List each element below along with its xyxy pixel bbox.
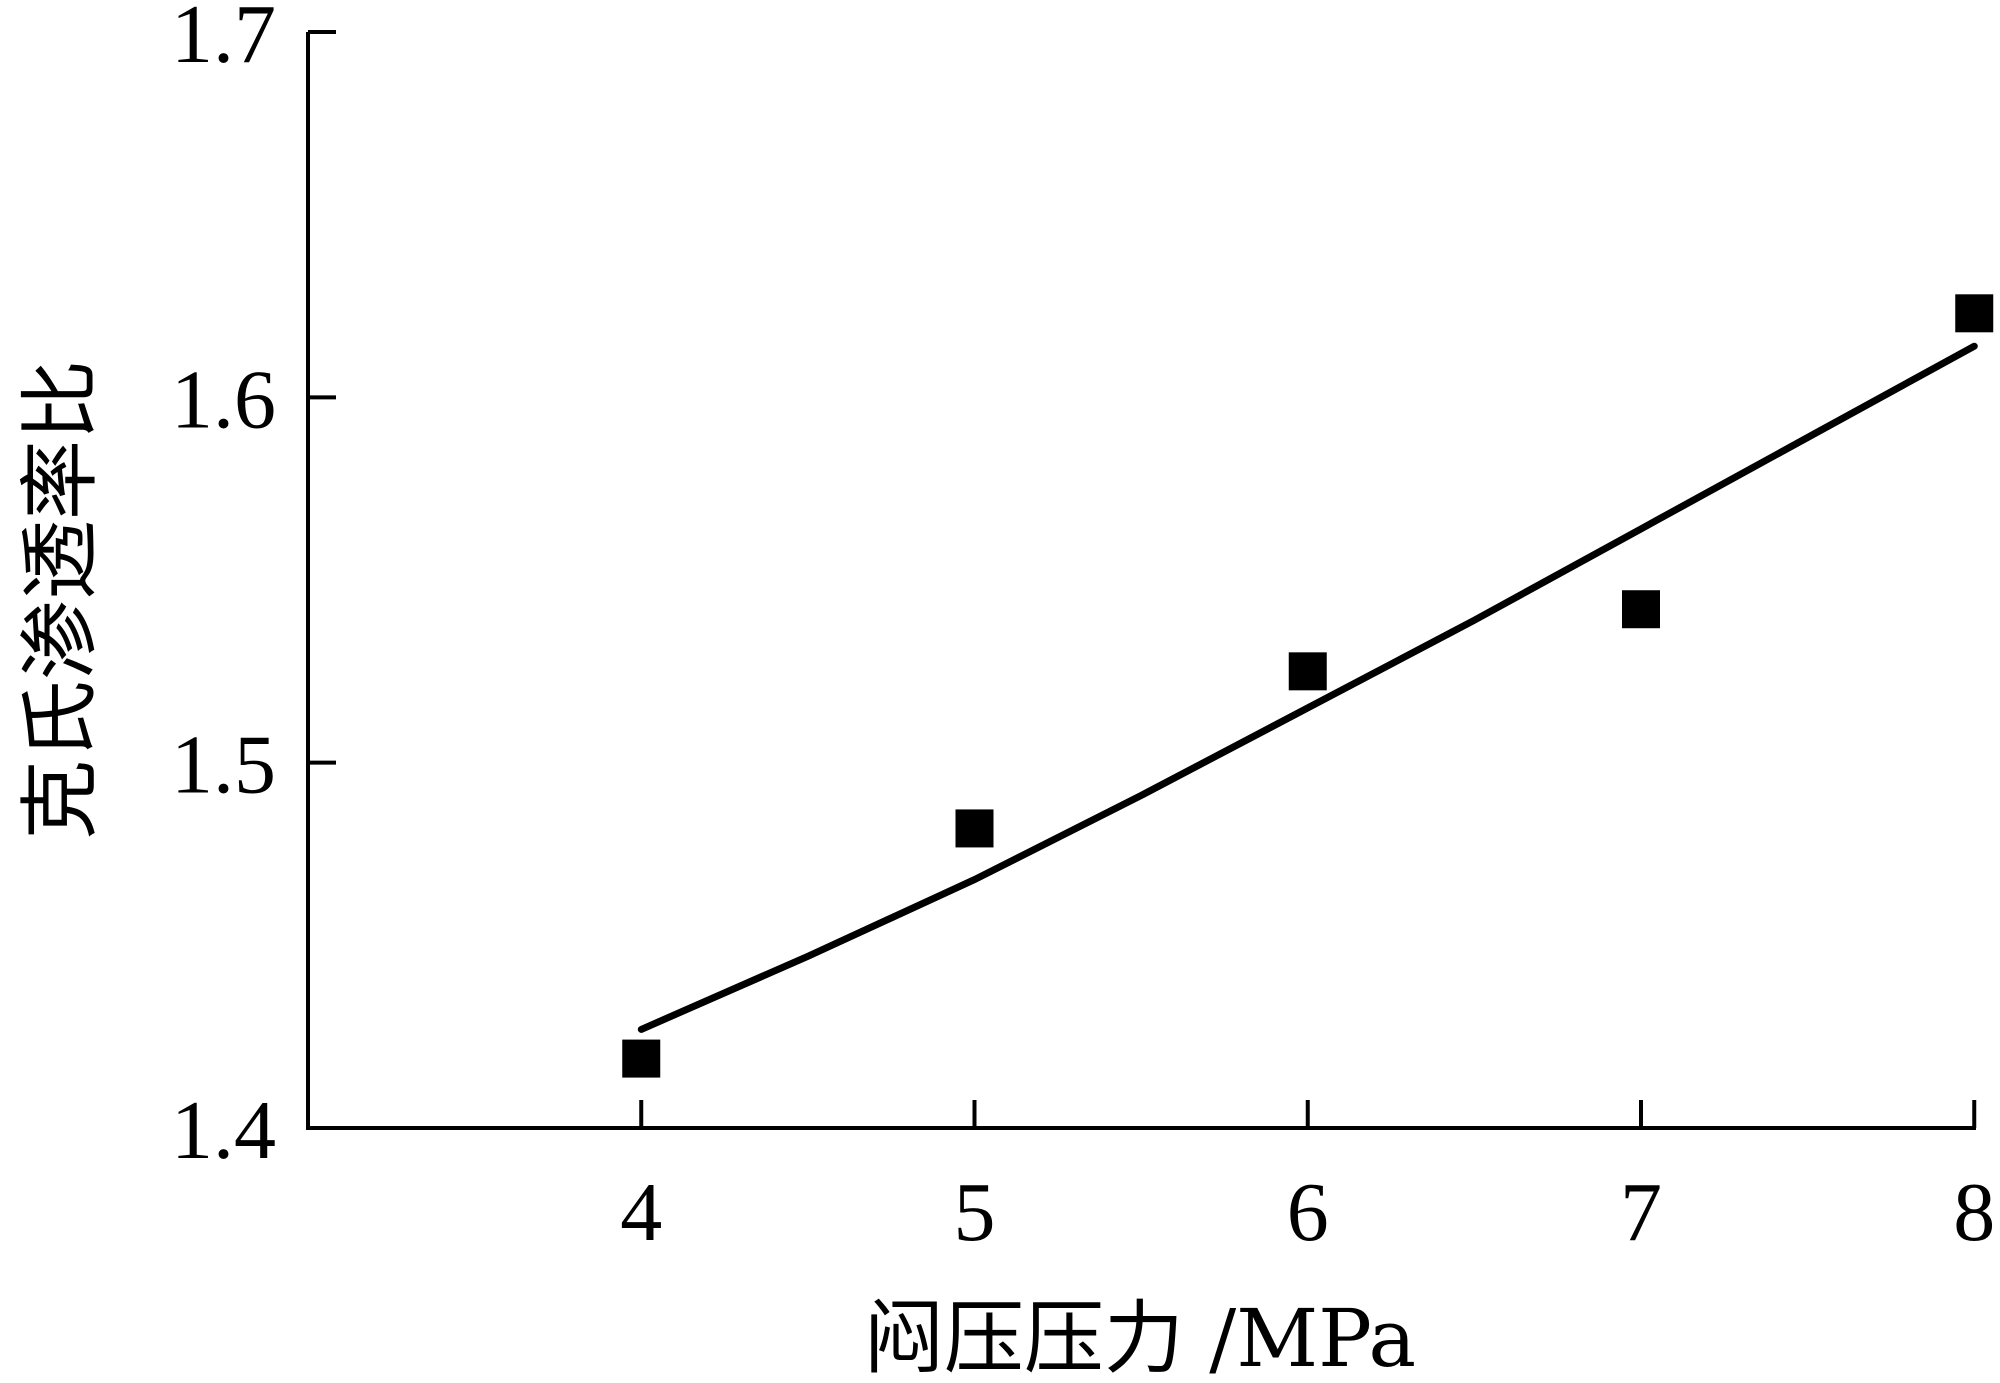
y-tick-label: 1.7 bbox=[171, 0, 276, 81]
x-axis-title: 闷压压力 /MPa bbox=[864, 1292, 1416, 1383]
data-point-marker bbox=[955, 809, 994, 848]
data-markers bbox=[622, 294, 1994, 1078]
y-tick-label: 1.4 bbox=[171, 1084, 276, 1177]
x-axis: 4 5 6 7 8 bbox=[306, 1100, 1995, 1259]
y-tick-label: 1.5 bbox=[171, 719, 276, 812]
data-point-marker bbox=[622, 1039, 661, 1078]
y-tick-label: 1.6 bbox=[171, 353, 276, 446]
x-tick-label: 4 bbox=[620, 1166, 662, 1259]
x-tick-label: 5 bbox=[954, 1166, 996, 1259]
y-axis-title: 克氏渗透率比 bbox=[14, 360, 107, 840]
y-axis-ticks: 1.4 1.5 1.6 1.7 bbox=[171, 0, 336, 1177]
data-point-marker bbox=[1622, 590, 1660, 629]
y-axis: 1.4 1.5 1.6 1.7 bbox=[171, 0, 336, 1177]
x-tick-label: 7 bbox=[1620, 1166, 1662, 1259]
x-tick-label: 6 bbox=[1287, 1166, 1329, 1259]
fit-line bbox=[637, 342, 1978, 1033]
x-tick-label: 8 bbox=[1953, 1166, 1995, 1259]
x-axis-ticks: 4 5 6 7 8 bbox=[620, 1100, 1995, 1259]
data-point-marker bbox=[1955, 294, 1994, 333]
data-point-marker bbox=[1288, 652, 1327, 691]
